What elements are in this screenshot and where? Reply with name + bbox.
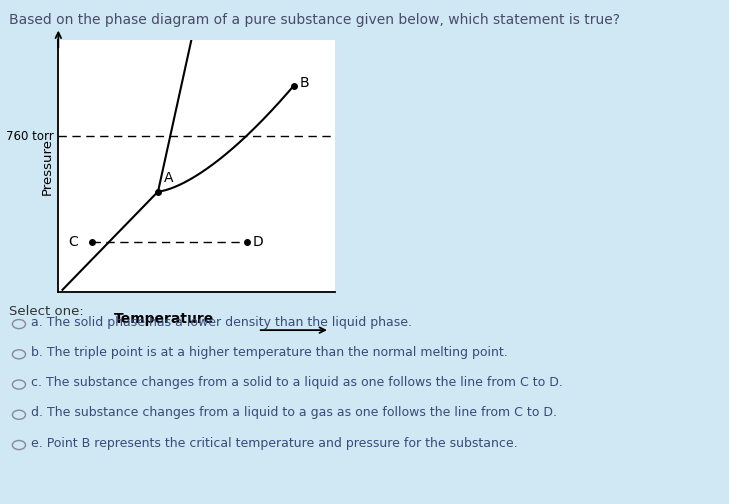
Text: c. The substance changes from a solid to a liquid as one follows the line from C: c. The substance changes from a solid to… — [31, 376, 564, 389]
Text: D: D — [252, 235, 263, 249]
Text: d. The substance changes from a liquid to a gas as one follows the line from C t: d. The substance changes from a liquid t… — [31, 406, 558, 419]
Text: b. The triple point is at a higher temperature than the normal melting point.: b. The triple point is at a higher tempe… — [31, 346, 508, 359]
Text: 760 torr: 760 torr — [7, 130, 54, 143]
Text: Select one:: Select one: — [9, 305, 85, 318]
Text: B: B — [300, 76, 309, 90]
Text: A: A — [163, 171, 173, 185]
Text: Based on the phase diagram of a pure substance given below, which statement is t: Based on the phase diagram of a pure sub… — [9, 13, 620, 27]
Text: Temperature: Temperature — [114, 312, 214, 327]
Y-axis label: Pressure: Pressure — [41, 138, 54, 195]
Text: C: C — [68, 235, 78, 249]
Text: a. The solid phase has a lower density than the liquid phase.: a. The solid phase has a lower density t… — [31, 316, 413, 329]
Text: e. Point B represents the critical temperature and pressure for the substance.: e. Point B represents the critical tempe… — [31, 436, 518, 450]
